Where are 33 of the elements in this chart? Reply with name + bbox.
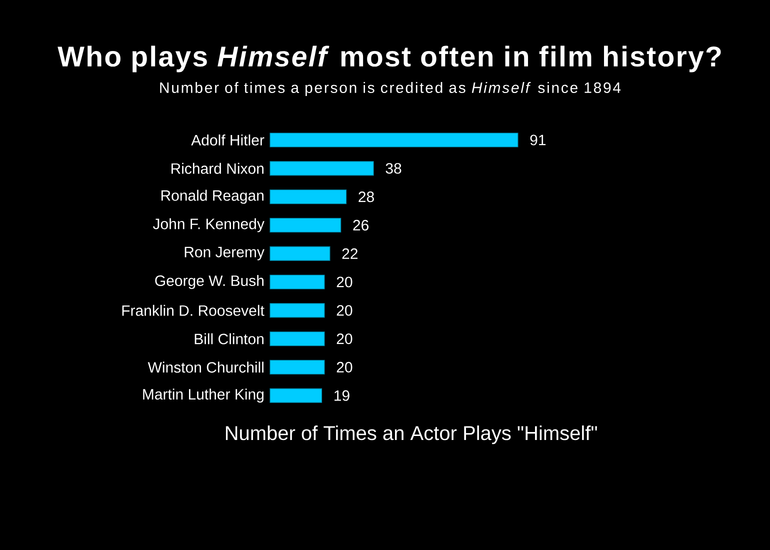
bar	[270, 218, 342, 232]
bar	[270, 360, 325, 374]
y-tick-label: Ron Jeremy	[184, 246, 264, 260]
y-tick-label: Richard Nixon	[172, 162, 264, 174]
y-tick-label: Franklin D. Roosevelt	[122, 304, 264, 316]
y-tick-label: John F. Kennedy	[152, 218, 264, 232]
x-axis-title: Number of Times an Actor Plays "Himself"	[226, 425, 597, 444]
y-tick-label: George W. Bush	[155, 275, 264, 289]
bar	[270, 332, 325, 346]
data-label: 91	[530, 134, 546, 146]
bar	[270, 161, 374, 176]
data-label: 19	[334, 390, 350, 401]
data-label: 22	[342, 248, 358, 259]
data-label: 38	[386, 163, 402, 174]
y-tick-label: Adolf Hitler	[191, 134, 264, 146]
y-tick-label: Ronald Reagan	[161, 190, 264, 204]
data-label: 20	[336, 362, 352, 373]
bar	[270, 388, 322, 403]
data-label: 28	[358, 191, 374, 202]
data-label: 20	[336, 333, 352, 344]
data-label: 26	[353, 220, 368, 231]
y-tick-label: Bill Clinton	[194, 333, 264, 344]
y-tick-label: Martin Luther King	[143, 388, 264, 403]
chart-subtitle: Number of times a person is credited as Himself since 1894	[160, 82, 621, 96]
bar	[270, 246, 330, 261]
bar	[270, 274, 325, 290]
data-label: 20	[336, 305, 352, 316]
data-label: 20	[336, 276, 352, 288]
chart-title: Who plays Himself most often in film history?	[58, 46, 721, 72]
y-tick-label: Winston Churchill	[148, 362, 264, 373]
bar	[270, 303, 325, 318]
bar	[270, 132, 518, 148]
bar	[270, 189, 347, 204]
